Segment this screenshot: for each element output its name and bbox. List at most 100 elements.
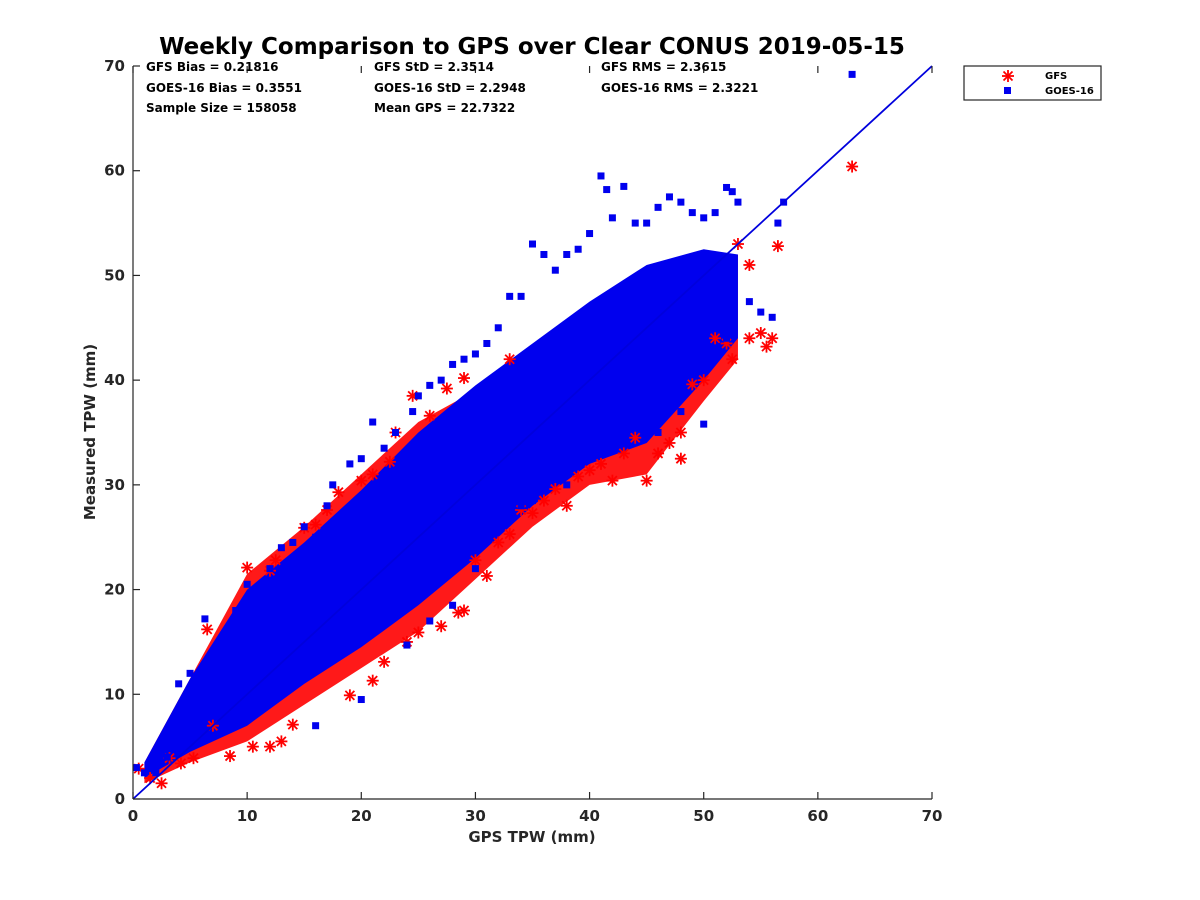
goes16-point: [460, 355, 468, 363]
goes16-point: [471, 565, 479, 573]
gfs-point: [241, 561, 254, 574]
goes16-point: [711, 209, 719, 217]
gfs-point: [201, 623, 214, 636]
goes16-point: [574, 245, 582, 253]
goes16-point: [232, 607, 240, 615]
legend-gfs-marker: [1002, 70, 1014, 82]
gfs-point: [606, 474, 619, 487]
y-axis-label: Measured TPW (mm): [81, 344, 99, 520]
gfs-point: [187, 752, 200, 765]
gfs-point: [560, 499, 573, 512]
goes16-point: [426, 381, 434, 389]
goes16-point: [175, 680, 183, 688]
stat-goes16-rms: GOES-16 RMS = 2.3221: [601, 81, 758, 95]
goes16-point: [723, 183, 731, 191]
goes16-point: [540, 250, 548, 258]
goes16-point: [494, 523, 502, 531]
goes16-point: [677, 198, 685, 206]
gfs-point: [766, 332, 779, 345]
gfs-point: [263, 740, 276, 753]
stat-gfs-rms: GFS RMS = 2.3615: [601, 60, 726, 74]
legend-goes16-marker: [1004, 87, 1011, 94]
y-tick-label: 60: [104, 162, 125, 180]
gfs-point: [674, 426, 687, 439]
gfs-point: [640, 474, 653, 487]
gfs-point: [743, 332, 756, 345]
gfs-point: [617, 447, 630, 460]
goes16-point: [369, 418, 377, 426]
goes16-point: [631, 219, 639, 227]
legend-gfs-label: GFS: [1045, 71, 1067, 82]
stat-gfs-std: GFS StD = 2.3514: [374, 60, 494, 74]
gfs-point: [754, 327, 767, 340]
gfs-point: [629, 431, 642, 444]
stats-annotations: GFS Bias = 0.21816 GFS StD = 2.3514 GFS …: [146, 60, 758, 115]
goes16-point: [688, 209, 696, 217]
goes16-point: [132, 764, 140, 772]
goes16-point: [140, 769, 148, 777]
gfs-point: [652, 447, 665, 460]
stat-gfs-bias: GFS Bias = 0.21816: [146, 60, 278, 74]
goes16-point: [152, 769, 160, 777]
stat-goes16-std: GOES-16 StD = 2.2948: [374, 81, 526, 95]
gfs-point: [355, 474, 368, 487]
goes16-point: [357, 696, 365, 704]
one-to-one-line: [132, 65, 933, 800]
y-tick-label: 10: [104, 685, 125, 703]
y-tick-label: 0: [115, 790, 125, 808]
gfs-point: [663, 436, 676, 449]
gfs-point: [343, 689, 356, 702]
goes16-point: [529, 240, 536, 248]
gfs-point: [686, 378, 699, 391]
gfs-point: [378, 655, 391, 668]
chart-title: Weekly Comparison to GPS over Clear CONU…: [159, 34, 905, 60]
goes16-point: [201, 615, 209, 623]
goes16-point: [563, 250, 571, 258]
gfs-point: [155, 777, 168, 790]
goes16-point: [403, 641, 411, 649]
legend-box: [963, 65, 1102, 101]
goes16-point: [506, 292, 514, 300]
x-tick-label: 30: [465, 807, 486, 825]
axes: [132, 66, 932, 800]
x-tick-label: 50: [693, 807, 714, 825]
gfs-point: [537, 494, 550, 507]
goes16-point: [723, 334, 731, 342]
goes16-point: [757, 308, 765, 316]
gfs-point: [583, 464, 596, 477]
gfs-point: [174, 757, 187, 770]
gfs-point: [224, 750, 237, 763]
goes16-point: [517, 502, 525, 510]
gfs-point: [435, 620, 448, 633]
goes16-point: [266, 565, 274, 573]
goes16-point: [471, 350, 479, 358]
goes16-point: [220, 633, 228, 641]
gfs-point: [440, 382, 453, 395]
goes16-point: [700, 420, 708, 428]
gfs-point: [480, 569, 493, 582]
gfs-point: [771, 240, 784, 253]
gfs-point: [726, 353, 739, 366]
goes16-point: [329, 481, 337, 489]
stat-sample-size: Sample Size = 158058: [146, 101, 297, 115]
gfs-point: [246, 740, 259, 753]
goes16-point: [449, 360, 457, 368]
goes16-point: [517, 292, 525, 300]
goes16-point: [677, 408, 685, 416]
x-tick-label: 0: [128, 807, 138, 825]
gfs-point: [423, 409, 436, 422]
gfs-point: [743, 258, 756, 271]
goes16-point: [243, 580, 251, 588]
y-tick-label: 30: [104, 476, 125, 494]
goes16-point: [620, 182, 628, 190]
goes16-point: [700, 214, 708, 222]
gfs-point: [526, 507, 539, 520]
goes16-point: [654, 203, 662, 211]
goes16-point: [586, 455, 594, 463]
goes16-point: [414, 392, 422, 400]
gfs-point: [492, 536, 505, 549]
gfs-point: [572, 470, 585, 483]
goes16-point: [300, 523, 308, 531]
goes16-point: [357, 455, 365, 463]
goes16-point: [209, 659, 217, 667]
